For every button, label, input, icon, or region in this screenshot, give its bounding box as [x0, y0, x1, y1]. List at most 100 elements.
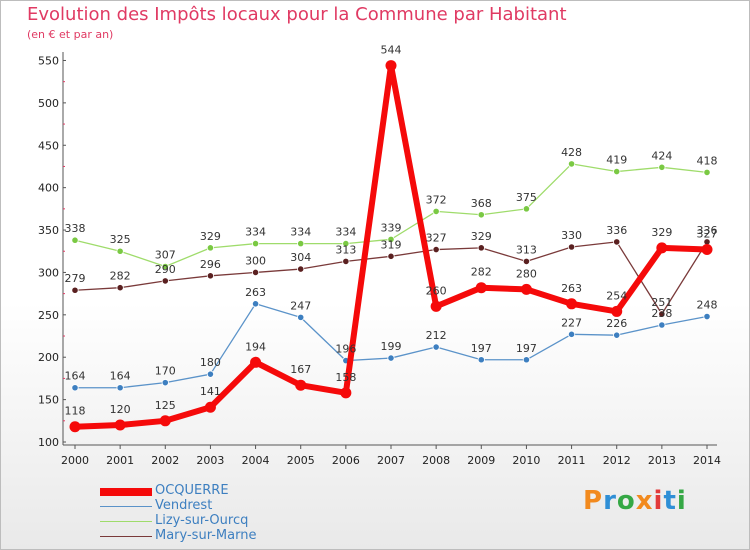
chart-title: Evolution des Impôts locaux pour la Comm…: [27, 4, 567, 25]
data-point-vendrest: [297, 313, 305, 321]
logo-letter: P: [583, 486, 604, 516]
data-point-vendrest: [251, 300, 260, 308]
data-point-lizy-sur-ourcq: [703, 168, 711, 176]
data-label-mary-sur-marne: 336: [697, 224, 718, 237]
logo-letter: o: [616, 486, 636, 516]
legend-label-vendrest: Vendrest: [155, 498, 213, 513]
chart-axes: 100 150 200 250 300 350 400 450 500 550 2000 2001 20…: [38, 52, 721, 467]
x-tick-label: 2004: [242, 454, 270, 467]
data-point-lizy-sur-ourcq: [251, 240, 260, 248]
y-tick-label: 350: [38, 224, 59, 237]
data-point-ocquerre: [204, 401, 216, 413]
data-point-ocquerre: [250, 356, 262, 368]
x-tick-label: 2009: [467, 454, 495, 467]
y-tick-label: 300: [38, 266, 59, 279]
data-point-mary-sur-marne: [297, 265, 305, 273]
data-point-ocquerre: [611, 305, 623, 317]
data-point-vendrest: [161, 379, 169, 387]
data-label-lizy-sur-ourcq: 419: [606, 154, 627, 167]
x-tick-label: 2003: [196, 454, 224, 467]
data-point-vendrest: [116, 384, 124, 392]
data-label-ocquerre: 194: [245, 340, 266, 353]
data-point-lizy-sur-ourcq: [161, 262, 169, 271]
chart-subtitle: (en € et par an): [27, 28, 114, 41]
data-label-mary-sur-marne: 327: [426, 232, 447, 245]
data-point-ocquerre: [566, 298, 578, 310]
legend-label-ocquerre: OCQUERRE: [155, 483, 229, 498]
data-point-lizy-sur-ourcq: [297, 240, 305, 248]
data-point-vendrest: [71, 384, 79, 392]
x-tick-label: 2005: [287, 454, 315, 467]
data-label-vendrest: 170: [155, 365, 176, 378]
data-point-vendrest: [477, 356, 485, 364]
y-tick-label: 400: [38, 182, 59, 195]
x-tick-label: 2010: [512, 454, 540, 467]
data-label-lizy-sur-ourcq: 334: [335, 226, 356, 239]
data-point-lizy-sur-ourcq: [432, 207, 440, 215]
data-point-mary-sur-marne: [387, 252, 395, 260]
legend-label-mary: Mary-sur-Marne: [155, 528, 257, 543]
data-point-vendrest: [206, 370, 215, 378]
data-point-ocquerre: [475, 282, 487, 294]
data-label-lizy-sur-ourcq: 307: [155, 249, 176, 262]
y-tick-label: 150: [38, 394, 59, 407]
data-label-vendrest: 227: [561, 316, 582, 329]
data-point-vendrest: [613, 331, 621, 339]
x-tick-label: 2014: [693, 454, 721, 467]
data-point-mary-sur-marne: [477, 244, 485, 252]
proxiti-logo: Proxiti: [583, 486, 687, 516]
data-label-vendrest: 199: [381, 340, 402, 353]
data-label-lizy-sur-ourcq: 375: [516, 191, 537, 204]
logo-letter: x: [635, 486, 654, 516]
data-point-mary-sur-marne: [251, 268, 260, 277]
data-label-mary-sur-marne: 296: [200, 258, 221, 271]
x-tick-label: 2007: [377, 454, 405, 467]
y-tick-label: 500: [38, 97, 59, 110]
data-label-mary-sur-marne: 290: [155, 263, 176, 276]
data-point-lizy-sur-ourcq: [387, 235, 395, 243]
data-point-mary-sur-marne: [613, 238, 621, 246]
data-point-vendrest: [522, 356, 531, 364]
data-label-mary-sur-marne: 304: [290, 251, 311, 264]
data-point-mary-sur-marne: [658, 310, 666, 318]
data-label-ocquerre: 263: [561, 282, 582, 295]
data-point-ocquerre: [340, 387, 352, 399]
data-label-mary-sur-marne: 319: [381, 238, 402, 251]
x-tick-label: 2006: [332, 454, 360, 467]
data-label-vendrest: 247: [290, 299, 311, 312]
data-point-mary-sur-marne: [206, 272, 215, 280]
data-label-vendrest: 238: [651, 307, 672, 320]
data-label-ocquerre: 280: [516, 267, 537, 280]
data-label-lizy-sur-ourcq: 338: [65, 222, 86, 235]
data-label-lizy-sur-ourcq: 334: [245, 226, 266, 239]
data-label-ocquerre: 118: [65, 405, 86, 418]
logo-letter: t: [663, 486, 677, 516]
y-tick-label: 200: [38, 351, 59, 364]
data-label-lizy-sur-ourcq: 372: [426, 193, 447, 206]
data-point-lizy-sur-ourcq: [522, 205, 531, 213]
y-tick-label: 550: [38, 54, 59, 67]
data-point-ocquerre: [295, 379, 307, 391]
data-label-ocquerre: 254: [606, 289, 627, 302]
data-label-lizy-sur-ourcq: 428: [561, 146, 582, 159]
data-point-ocquerre: [114, 419, 126, 431]
data-label-vendrest: 164: [110, 370, 131, 383]
data-label-mary-sur-marne: 330: [561, 229, 582, 242]
x-tick-label: 2013: [648, 454, 676, 467]
x-tick-label: 2001: [106, 454, 134, 467]
y-tick-label: 100: [38, 436, 59, 449]
x-tick-label: 2011: [558, 454, 586, 467]
data-label-vendrest: 196: [335, 343, 356, 356]
data-label-lizy-sur-ourcq: 339: [381, 221, 402, 234]
data-point-lizy-sur-ourcq: [71, 236, 79, 244]
legend-swatch-vendrest: [100, 506, 152, 507]
data-point-vendrest: [658, 321, 666, 329]
data-point-mary-sur-marne: [116, 284, 124, 292]
data-label-ocquerre: 327: [697, 228, 718, 241]
chart-series: [69, 60, 713, 433]
y-tick-label: 450: [38, 139, 59, 152]
logo-letter: r: [603, 486, 617, 516]
data-point-lizy-sur-ourcq: [206, 244, 215, 252]
data-label-mary-sur-marne: 279: [65, 272, 86, 285]
